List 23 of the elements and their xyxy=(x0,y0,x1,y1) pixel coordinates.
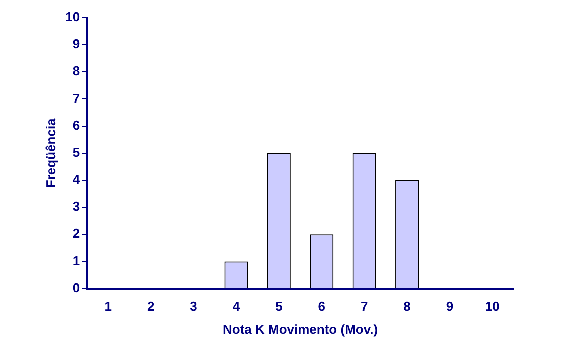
x-tick-label: 6 xyxy=(318,299,326,314)
y-tick-label: 2 xyxy=(72,226,80,242)
x-tick-label: 2 xyxy=(147,299,155,314)
x-axis-title: Nota K Movimento (Mov.) xyxy=(223,322,378,337)
x-tick-label: 1 xyxy=(104,299,112,314)
y-tick-label: 6 xyxy=(72,118,80,133)
y-tick-label: 9 xyxy=(72,36,80,52)
y-tick-label: 10 xyxy=(66,10,80,25)
y-tick-label: 3 xyxy=(72,199,80,214)
y-tick-label: 4 xyxy=(72,172,81,188)
y-tick-label: 7 xyxy=(72,90,80,106)
x-tick-label: 3 xyxy=(190,299,198,314)
x-tick-label: 10 xyxy=(485,299,500,314)
y-tick-label: 0 xyxy=(72,280,80,296)
y-axis-title: Freqüência xyxy=(43,118,58,188)
x-tick-label: 8 xyxy=(404,299,411,314)
y-tick-label: 5 xyxy=(72,144,80,160)
x-tick-label: 5 xyxy=(276,299,283,314)
y-tick-label: 8 xyxy=(72,64,80,79)
x-tick-label: 7 xyxy=(360,299,368,314)
x-tick-label: 4 xyxy=(232,299,241,314)
y-tick-label: 1 xyxy=(72,253,80,268)
x-tick-label: 9 xyxy=(446,299,454,314)
